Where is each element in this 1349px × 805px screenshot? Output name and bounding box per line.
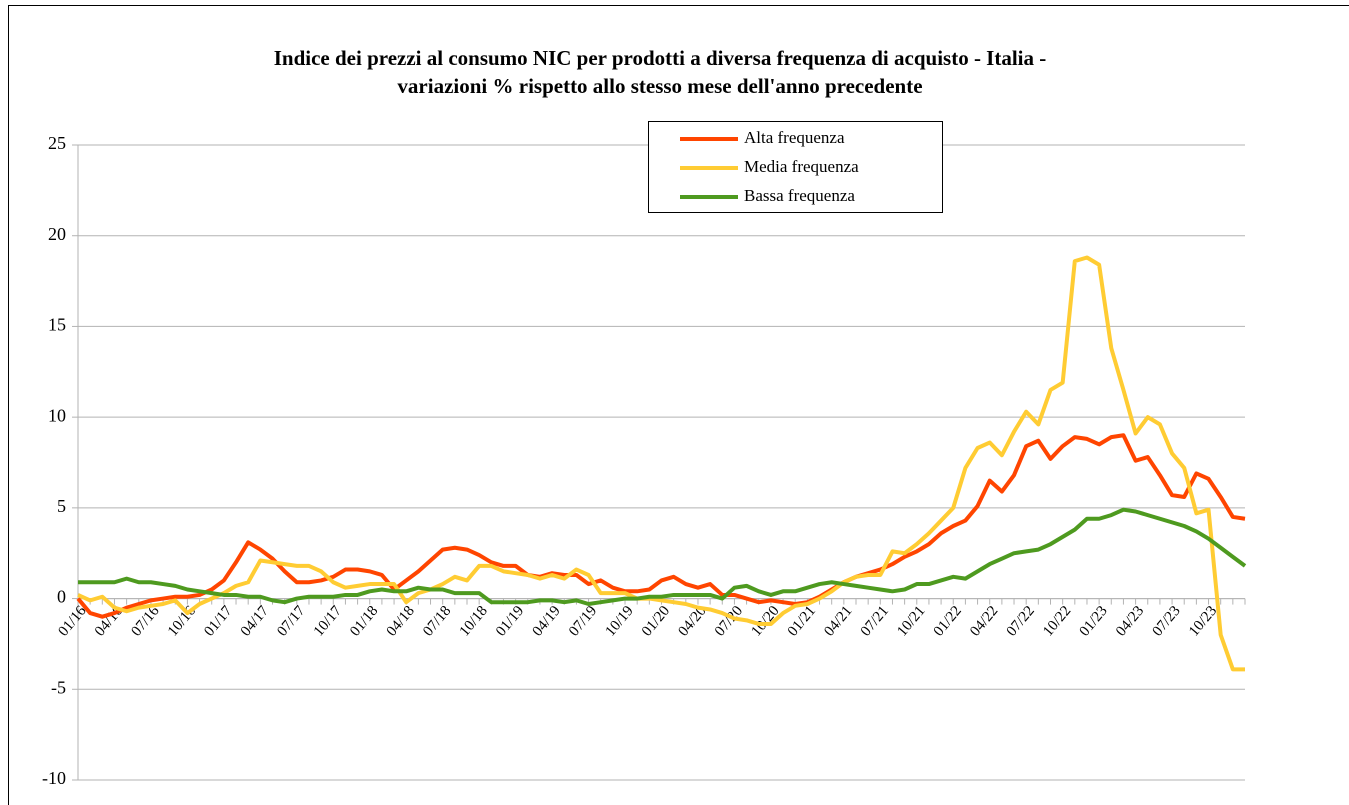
x-tick-label: 07/23 [1150,603,1184,639]
x-tick-label: 01/20 [639,603,673,639]
x-tick-label: 10/19 [603,603,637,639]
x-tick-label: 04/21 [821,603,855,639]
legend: Alta frequenza Media frequenza Bassa frequ… [648,121,943,213]
x-tick-label: 04/17 [238,603,273,640]
x-tick-label: 10/21 [894,603,928,639]
frame [8,5,1349,805]
x-tick-label: 01/18 [347,603,381,639]
x-tick-label: 10/23 [1186,603,1220,639]
chart-title: Indice dei prezzi al consumo NIC per pro… [274,46,1047,70]
y-tick-label: -5 [51,677,66,697]
y-tick-label: 0 [57,587,66,607]
y-tick-label: -10 [42,768,66,788]
chart-title: variazioni % rispetto allo stesso mese d… [397,74,922,98]
legend-label: Alta frequenza [744,128,845,147]
x-tick-label: 07/22 [1004,603,1038,639]
x-tick-label: 07/21 [858,603,892,639]
x-tick-label: 01/19 [493,603,527,639]
legend-label: Media frequenza [744,157,859,176]
y-tick-label: 25 [48,133,66,153]
x-tick-label: 04/18 [384,603,418,639]
y-tick-label: 15 [48,315,66,335]
y-tick-label: 5 [57,496,66,516]
x-tick-label: 10/17 [311,603,346,640]
y-tick-label: 20 [48,224,66,244]
series-line [78,507,1247,607]
x-tick-label: 10/22 [1040,603,1074,639]
y-tick-label: 10 [48,405,66,425]
x-tick-label: 01/23 [1077,603,1111,639]
series-line [77,255,1245,672]
x-tick-label: 04/19 [530,603,564,639]
x-tick-label: 07/18 [420,603,454,639]
x-tick-label: 04/22 [967,603,1001,639]
legend-label: Bassa frequenza [744,186,855,205]
x-tick-label: 01/17 [201,603,236,640]
x-tick-label: 04/23 [1113,603,1147,639]
x-tick-label: 07/19 [566,603,600,639]
series-line [76,433,1246,619]
x-tick-label: 07/17 [274,603,309,640]
x-tick-label: 01/22 [931,603,965,639]
x-tick-label: 10/18 [457,603,491,639]
